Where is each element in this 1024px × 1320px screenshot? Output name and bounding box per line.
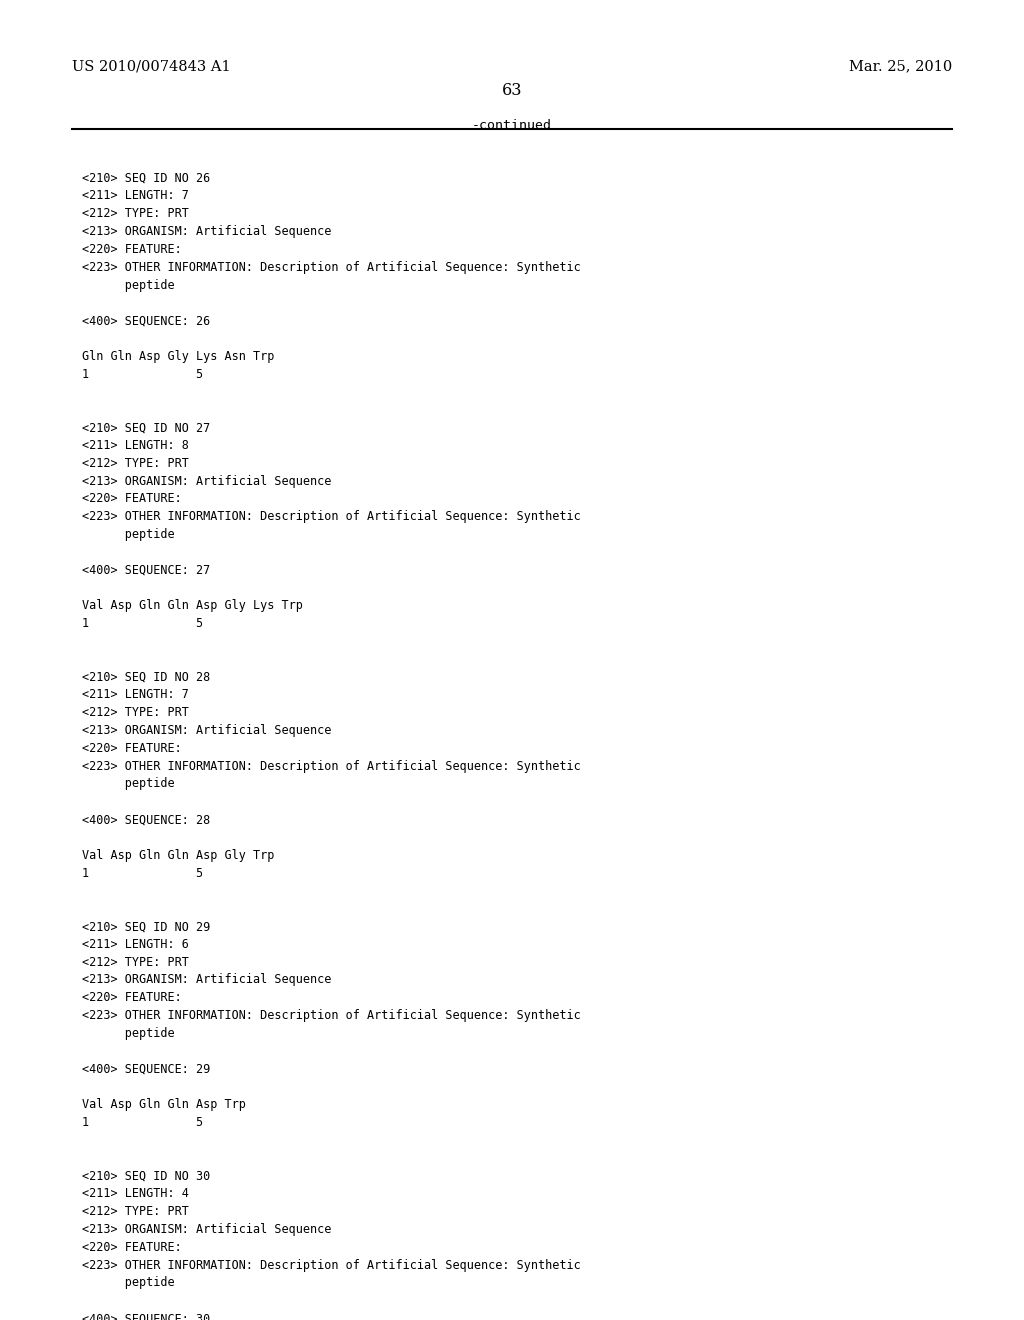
Text: <220> FEATURE:: <220> FEATURE: (82, 243, 181, 256)
Text: <210> SEQ ID NO 30: <210> SEQ ID NO 30 (82, 1170, 210, 1183)
Text: Gln Gln Asp Gly Lys Asn Trp: Gln Gln Asp Gly Lys Asn Trp (82, 350, 274, 363)
Text: peptide: peptide (82, 528, 174, 541)
Text: <210> SEQ ID NO 29: <210> SEQ ID NO 29 (82, 920, 210, 933)
Text: Val Asp Gln Gln Asp Gly Trp: Val Asp Gln Gln Asp Gly Trp (82, 849, 274, 862)
Text: <223> OTHER INFORMATION: Description of Artificial Sequence: Synthetic: <223> OTHER INFORMATION: Description of … (82, 759, 581, 772)
Text: <213> ORGANISM: Artificial Sequence: <213> ORGANISM: Artificial Sequence (82, 1222, 332, 1236)
Text: peptide: peptide (82, 777, 174, 791)
Text: <211> LENGTH: 8: <211> LENGTH: 8 (82, 438, 188, 451)
Text: <400> SEQUENCE: 29: <400> SEQUENCE: 29 (82, 1063, 210, 1076)
Text: <212> TYPE: PRT: <212> TYPE: PRT (82, 207, 188, 220)
Text: <212> TYPE: PRT: <212> TYPE: PRT (82, 706, 188, 719)
Text: <211> LENGTH: 7: <211> LENGTH: 7 (82, 688, 188, 701)
Text: <400> SEQUENCE: 27: <400> SEQUENCE: 27 (82, 564, 210, 577)
Text: <210> SEQ ID NO 28: <210> SEQ ID NO 28 (82, 671, 210, 684)
Text: <223> OTHER INFORMATION: Description of Artificial Sequence: Synthetic: <223> OTHER INFORMATION: Description of … (82, 1008, 581, 1022)
Text: <211> LENGTH: 4: <211> LENGTH: 4 (82, 1187, 188, 1200)
Text: 1               5: 1 5 (82, 1115, 203, 1129)
Text: <210> SEQ ID NO 27: <210> SEQ ID NO 27 (82, 421, 210, 434)
Text: 1               5: 1 5 (82, 616, 203, 630)
Text: <211> LENGTH: 7: <211> LENGTH: 7 (82, 189, 188, 202)
Text: <400> SEQUENCE: 26: <400> SEQUENCE: 26 (82, 314, 210, 327)
Text: <213> ORGANISM: Artificial Sequence: <213> ORGANISM: Artificial Sequence (82, 224, 332, 238)
Text: <213> ORGANISM: Artificial Sequence: <213> ORGANISM: Artificial Sequence (82, 973, 332, 986)
Text: <400> SEQUENCE: 30: <400> SEQUENCE: 30 (82, 1312, 210, 1320)
Text: Val Asp Gln Gln Asp Trp: Val Asp Gln Gln Asp Trp (82, 1098, 246, 1111)
Text: Mar. 25, 2010: Mar. 25, 2010 (849, 59, 952, 74)
Text: 1               5: 1 5 (82, 367, 203, 380)
Text: <213> ORGANISM: Artificial Sequence: <213> ORGANISM: Artificial Sequence (82, 474, 332, 487)
Text: <223> OTHER INFORMATION: Description of Artificial Sequence: Synthetic: <223> OTHER INFORMATION: Description of … (82, 1258, 581, 1271)
Text: <220> FEATURE:: <220> FEATURE: (82, 1241, 181, 1254)
Text: peptide: peptide (82, 279, 174, 292)
Text: <210> SEQ ID NO 26: <210> SEQ ID NO 26 (82, 172, 210, 185)
Text: <223> OTHER INFORMATION: Description of Artificial Sequence: Synthetic: <223> OTHER INFORMATION: Description of … (82, 260, 581, 273)
Text: peptide: peptide (82, 1027, 174, 1040)
Text: 63: 63 (502, 82, 522, 99)
Text: <400> SEQUENCE: 28: <400> SEQUENCE: 28 (82, 813, 210, 826)
Text: <212> TYPE: PRT: <212> TYPE: PRT (82, 457, 188, 470)
Text: peptide: peptide (82, 1276, 174, 1290)
Text: US 2010/0074843 A1: US 2010/0074843 A1 (72, 59, 230, 74)
Text: <211> LENGTH: 6: <211> LENGTH: 6 (82, 937, 188, 950)
Text: <223> OTHER INFORMATION: Description of Artificial Sequence: Synthetic: <223> OTHER INFORMATION: Description of … (82, 510, 581, 523)
Text: <213> ORGANISM: Artificial Sequence: <213> ORGANISM: Artificial Sequence (82, 723, 332, 737)
Text: <212> TYPE: PRT: <212> TYPE: PRT (82, 956, 188, 969)
Text: <220> FEATURE:: <220> FEATURE: (82, 991, 181, 1005)
Text: 1               5: 1 5 (82, 866, 203, 879)
Text: <220> FEATURE:: <220> FEATURE: (82, 742, 181, 755)
Text: -continued: -continued (472, 119, 552, 132)
Text: <212> TYPE: PRT: <212> TYPE: PRT (82, 1205, 188, 1218)
Text: Val Asp Gln Gln Asp Gly Lys Trp: Val Asp Gln Gln Asp Gly Lys Trp (82, 599, 303, 612)
Text: <220> FEATURE:: <220> FEATURE: (82, 492, 181, 506)
